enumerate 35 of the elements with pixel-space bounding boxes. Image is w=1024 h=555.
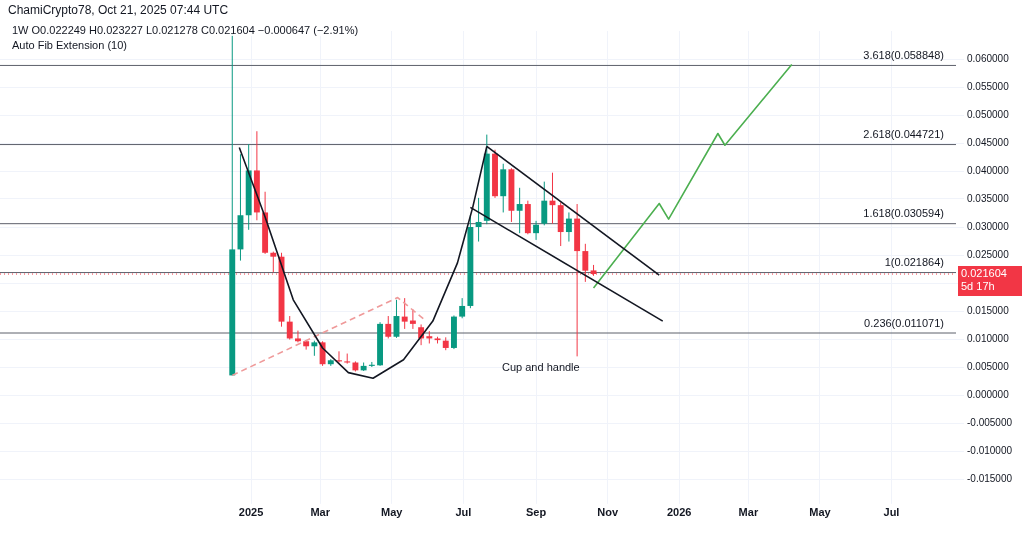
y-tick-label: -0.015000: [967, 472, 1013, 484]
y-tick-label: 0.050000: [967, 108, 1010, 120]
y-tick-label: -0.010000: [967, 444, 1013, 456]
x-tick-label: 2025: [238, 506, 264, 519]
ref-line-label: 1.618(0.030594): [863, 207, 944, 220]
x-tick-label: Sep: [525, 506, 547, 519]
ref-line-label: 3.618(0.058848): [863, 48, 944, 61]
y-tick-label: 0.025000: [967, 248, 1010, 260]
y-tick-label: 0.015000: [967, 304, 1010, 316]
y-tick-label: -0.005000: [967, 416, 1013, 428]
ref-line-label: 0.021604 5d 17h: [961, 266, 1007, 292]
y-tick-label: 0.005000: [967, 360, 1010, 372]
annotation: Auto Fib Extension (10): [12, 39, 127, 51]
y-tick-label: 0.035000: [967, 192, 1010, 204]
ref-line-label: 2.618(0.044721): [863, 128, 944, 141]
y-tick-label: 0.055000: [967, 80, 1010, 92]
x-tick-label: Nov: [597, 506, 619, 519]
x-tick-label: Mar: [738, 506, 759, 519]
x-tick-label: Jul: [455, 506, 472, 519]
chart-title: ChamiCrypto78, Oct 21, 2025 07:44 UTC: [8, 3, 229, 17]
ref-line-label: 1(0.021864): [884, 256, 944, 269]
x-tick-label: Mar: [310, 506, 331, 519]
chart-subtitle: 1W O0.022249 H0.023227 L0.021278 C0.021604 −0.000647 (−2.91%): [12, 24, 359, 36]
ref-line-label: 0.236(0.011071): [864, 316, 945, 329]
y-tick-label: 0.060000: [967, 52, 1010, 64]
y-tick-label: 0.030000: [967, 220, 1010, 232]
x-tick-label: Jul: [883, 506, 900, 519]
y-tick-label: 0.010000: [967, 332, 1010, 344]
x-tick-label: 2026: [666, 506, 692, 519]
x-tick-label: May: [809, 506, 832, 519]
annotation: Cup and handle: [502, 361, 580, 373]
x-tick-label: May: [381, 506, 404, 519]
y-tick-label: 0.040000: [967, 164, 1010, 176]
y-tick-label: 0.000000: [967, 388, 1010, 400]
y-tick-label: 0.045000: [967, 136, 1010, 148]
